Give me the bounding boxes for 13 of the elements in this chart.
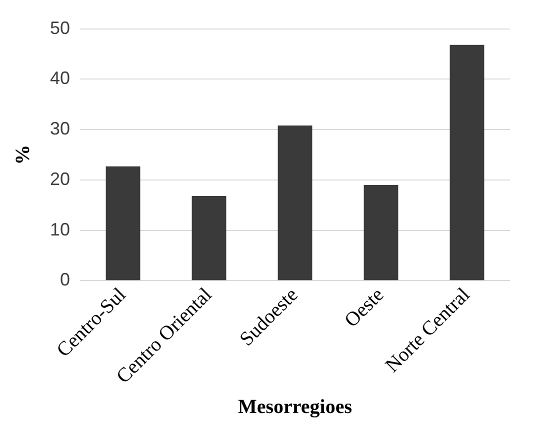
y-tick-label: 20 xyxy=(50,168,70,189)
y-tick-label: 30 xyxy=(50,118,70,139)
y-tick-label: 0 xyxy=(60,270,70,290)
bar xyxy=(364,184,398,280)
y-tick-label: 50 xyxy=(50,18,70,38)
y-tick-label: 10 xyxy=(50,219,70,240)
bar xyxy=(450,44,484,280)
bar xyxy=(278,126,312,280)
bar xyxy=(192,196,226,280)
y-axis-title: % xyxy=(12,144,34,165)
bar xyxy=(106,166,140,280)
x-axis-title: Mesorregioes xyxy=(238,396,352,418)
y-tick-label: 40 xyxy=(50,68,70,88)
